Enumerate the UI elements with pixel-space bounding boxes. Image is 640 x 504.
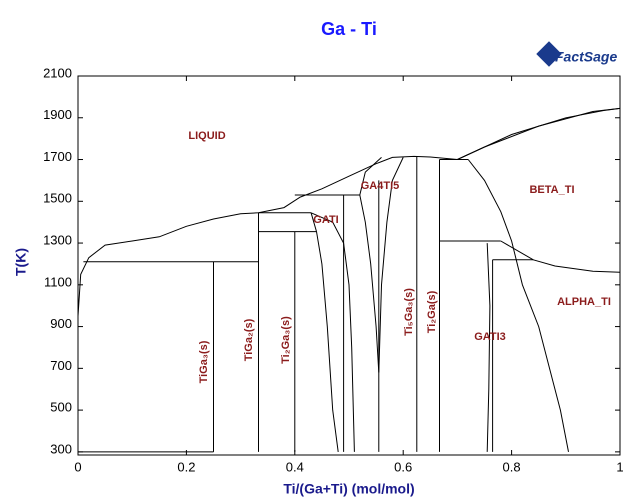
phase-boundary: [457, 107, 621, 160]
plot-frame: [77, 75, 621, 456]
logo: FactSage: [536, 41, 617, 67]
logo-text: FactSage: [555, 49, 617, 65]
y-tick-label: 1900: [43, 107, 72, 122]
x-tick-label: 0.8: [503, 459, 521, 474]
phase-label: LIQUID: [188, 130, 225, 142]
y-tick-label: 2100: [43, 65, 72, 80]
y-tick-label: 900: [50, 316, 72, 331]
x-tick-label: 0: [74, 459, 81, 474]
y-tick-label: 1500: [43, 191, 72, 206]
phase-label: TiGa₂(s): [243, 318, 255, 361]
x-axis-label: Ti/(Ga+Ti) (mol/mol): [283, 481, 414, 497]
x-tick-label: 0.4: [286, 459, 304, 474]
x-tick-label: 1: [616, 459, 623, 474]
phase-label: Ti₅Ga₃(s): [403, 288, 415, 336]
phase-label: GA4TI5: [361, 180, 400, 192]
phase-boundary: [359, 157, 404, 373]
y-tick-label: 500: [50, 400, 72, 415]
phase-label: GATI3: [474, 331, 506, 343]
y-tick-label: 1300: [43, 232, 72, 247]
x-tick-label: 0.6: [394, 459, 412, 474]
y-tick-label: 1700: [43, 149, 72, 164]
chart-title: Ga - Ti: [321, 19, 377, 39]
y-tick-label: 700: [50, 358, 72, 373]
y-axis-label: T(K): [13, 248, 29, 276]
phase-boundary: [500, 240, 621, 273]
phase-boundary: [359, 157, 382, 196]
phase-label: ALPHA_TI: [557, 296, 611, 308]
phase-boundary: [486, 243, 491, 452]
phase-label: GATI: [313, 214, 338, 226]
phase-label: BETA_TI: [529, 184, 574, 196]
phase-label: TiGa₃(s): [198, 340, 210, 383]
y-tick-label: 300: [50, 441, 72, 456]
phase-boundary: [467, 159, 569, 452]
logo-icon: [536, 41, 562, 67]
y-tick-label: 1100: [44, 274, 72, 289]
phase-boundary: [310, 212, 339, 452]
phase-boundary: [310, 212, 355, 452]
x-tick-label: 0.2: [177, 459, 195, 474]
phase-label: Ti₂Ga(s): [426, 290, 438, 333]
phase-label: Ti₂Ga₃(s): [280, 316, 292, 364]
